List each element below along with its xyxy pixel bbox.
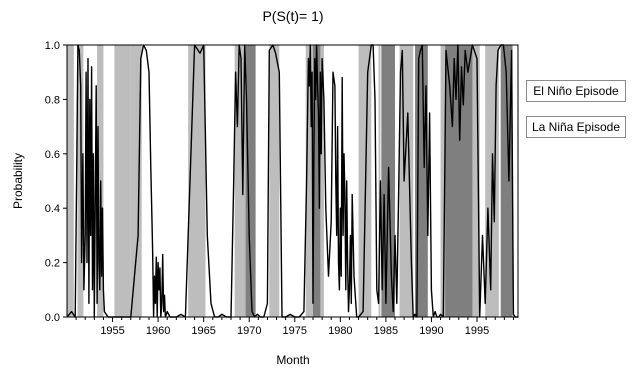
el-nino-band-4: [130, 45, 142, 317]
x-tick-label: 1955: [100, 325, 124, 337]
la-nina-band-5: [500, 45, 513, 317]
y-tick-label: 1.0: [45, 40, 60, 52]
legend-el-nino: El Niño Episode: [526, 80, 626, 102]
x-tick-label: 1990: [419, 325, 443, 337]
el-nino-band-10: [378, 45, 381, 317]
x-tick-label: 1980: [328, 325, 352, 337]
y-axis-ticks: 0.0 0.2 0.4 0.6 0.8 1.0: [45, 40, 67, 324]
x-tick-label: 1960: [146, 325, 170, 337]
plot-frame: [66, 44, 519, 318]
el-nino-band-0: [67, 45, 74, 317]
la-nina-band-0: [245, 45, 256, 317]
el-nino-band-7: [269, 45, 280, 317]
x-tick-label: 1975: [283, 325, 307, 337]
x-tick-label: 1970: [237, 325, 261, 337]
el-nino-band-13: [472, 45, 480, 317]
el-nino-band-6: [234, 45, 246, 317]
legend-la-nina: La Niña Episode: [526, 116, 626, 138]
el-nino-band-3: [114, 45, 131, 317]
el-nino-band-12: [440, 45, 446, 317]
chart-title: P(S(t)= 1): [262, 8, 323, 24]
y-tick-label: 0.8: [45, 94, 60, 106]
x-tick-label: 1965: [191, 325, 215, 337]
x-tick-label: 1985: [374, 325, 398, 337]
x-tick-label: 1995: [465, 325, 489, 337]
y-axis-label: Probability: [11, 153, 25, 209]
el-nino-band-1: [77, 45, 84, 317]
y-tick-label: 0.4: [45, 203, 60, 215]
y-tick-label: 0.6: [45, 149, 60, 161]
x-axis-label: Month: [276, 353, 309, 367]
y-tick-label: 0.0: [45, 312, 60, 324]
la-nina-band-1: [313, 45, 321, 317]
el-nino-band-5: [188, 45, 206, 317]
x-axis-ticks: 1955 1960 1965 1970 1975 1980 1985 1990 1995: [75, 317, 514, 337]
y-tick-label: 0.2: [45, 258, 60, 270]
